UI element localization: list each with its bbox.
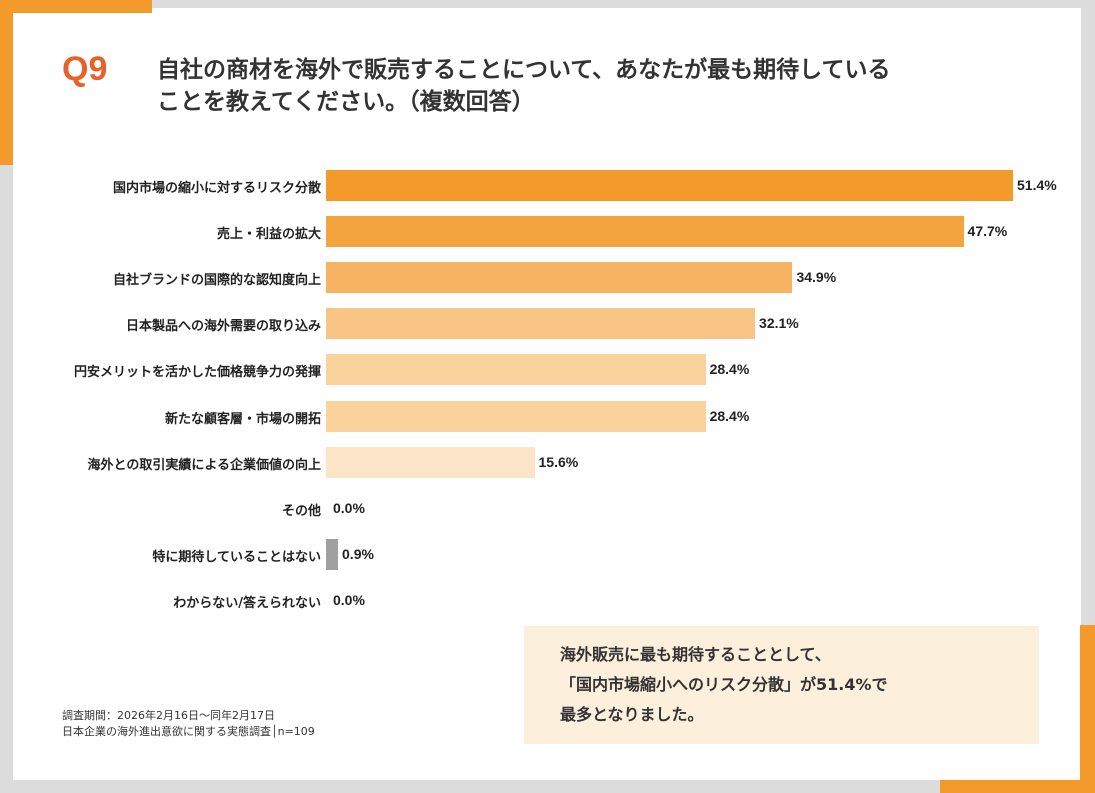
corner-decoration-bottom-right bbox=[940, 780, 1095, 793]
value-label: 15.6% bbox=[538, 453, 579, 470]
value-label: 34.9% bbox=[796, 269, 837, 286]
value-label: 47.7% bbox=[967, 223, 1008, 240]
survey-name: 日本企業の海外進出意欲に関する実態調査│n=109 bbox=[62, 725, 315, 738]
value-label: 51.4% bbox=[1017, 177, 1057, 193]
footnote: 調査期間：2026年2月16日～同年2月17日 日本企業の海外進出意欲に関する実… bbox=[62, 708, 315, 740]
summary-box: 海外販売に最も期待することとして、 「国内市場縮小へのリスク分散」が51.4%で… bbox=[524, 626, 1039, 744]
category-label: 国内市場の縮小に対するリスク分散 bbox=[112, 181, 321, 196]
category-label: その他 bbox=[281, 503, 321, 519]
survey-period: 調査期間：2026年2月16日～同年2月17日 bbox=[62, 709, 275, 722]
corner-decoration-right bbox=[1080, 625, 1095, 793]
question-title: 自社の商材を海外で販売することについて、あなたが最も期待している ことを教えてく… bbox=[157, 54, 890, 118]
corner-decoration-top-left bbox=[0, 0, 152, 13]
category-label: 売上・利益の拡大 bbox=[216, 227, 321, 243]
summary-line-1: 海外販売に最も期待することとして、 bbox=[560, 645, 831, 664]
title-line-2: ことを教えてください。（複数回答） bbox=[157, 89, 535, 115]
category-label: 円安メリットを活かした価格競争力の発揮 bbox=[73, 365, 321, 381]
bar bbox=[326, 170, 1013, 201]
value-label: 28.4% bbox=[709, 361, 750, 378]
category-label: 海外との取引実績による企業価値の向上 bbox=[87, 457, 321, 473]
category-label: わからない/答えられない bbox=[173, 595, 321, 611]
category-label: 日本製品への海外需要の取り込み bbox=[125, 319, 321, 335]
value-label: 28.4% bbox=[709, 407, 750, 424]
bar bbox=[326, 400, 706, 432]
bar bbox=[326, 446, 535, 478]
value-label: 0.9% bbox=[342, 545, 374, 562]
summary-text: 海外販売に最も期待することとして、 「国内市場縮小へのリスク分散」が51.4%で… bbox=[560, 640, 888, 730]
title-line-1: 自社の商材を海外で販売することについて、あなたが最も期待している bbox=[157, 57, 891, 83]
corner-decoration-left bbox=[0, 0, 13, 165]
summary-line-3: 最多となりました。 bbox=[560, 705, 704, 724]
bar bbox=[326, 538, 339, 570]
bar bbox=[326, 308, 756, 340]
category-label: 新たな顧客層・市場の開拓 bbox=[164, 411, 321, 427]
value-label: 0.0% bbox=[333, 591, 365, 608]
value-label: 32.1% bbox=[759, 315, 799, 332]
bar bbox=[326, 262, 793, 294]
value-label: 0.0% bbox=[333, 499, 365, 516]
category-label: 自社ブランドの国際的な認知度向上 bbox=[112, 273, 321, 289]
category-label: 特に期待していることはない bbox=[152, 549, 321, 565]
bar bbox=[326, 216, 964, 248]
summary-line-2: 「国内市場縮小へのリスク分散」が51.4%で bbox=[560, 675, 888, 694]
question-number: Q9 bbox=[62, 50, 108, 88]
bar bbox=[326, 354, 706, 386]
